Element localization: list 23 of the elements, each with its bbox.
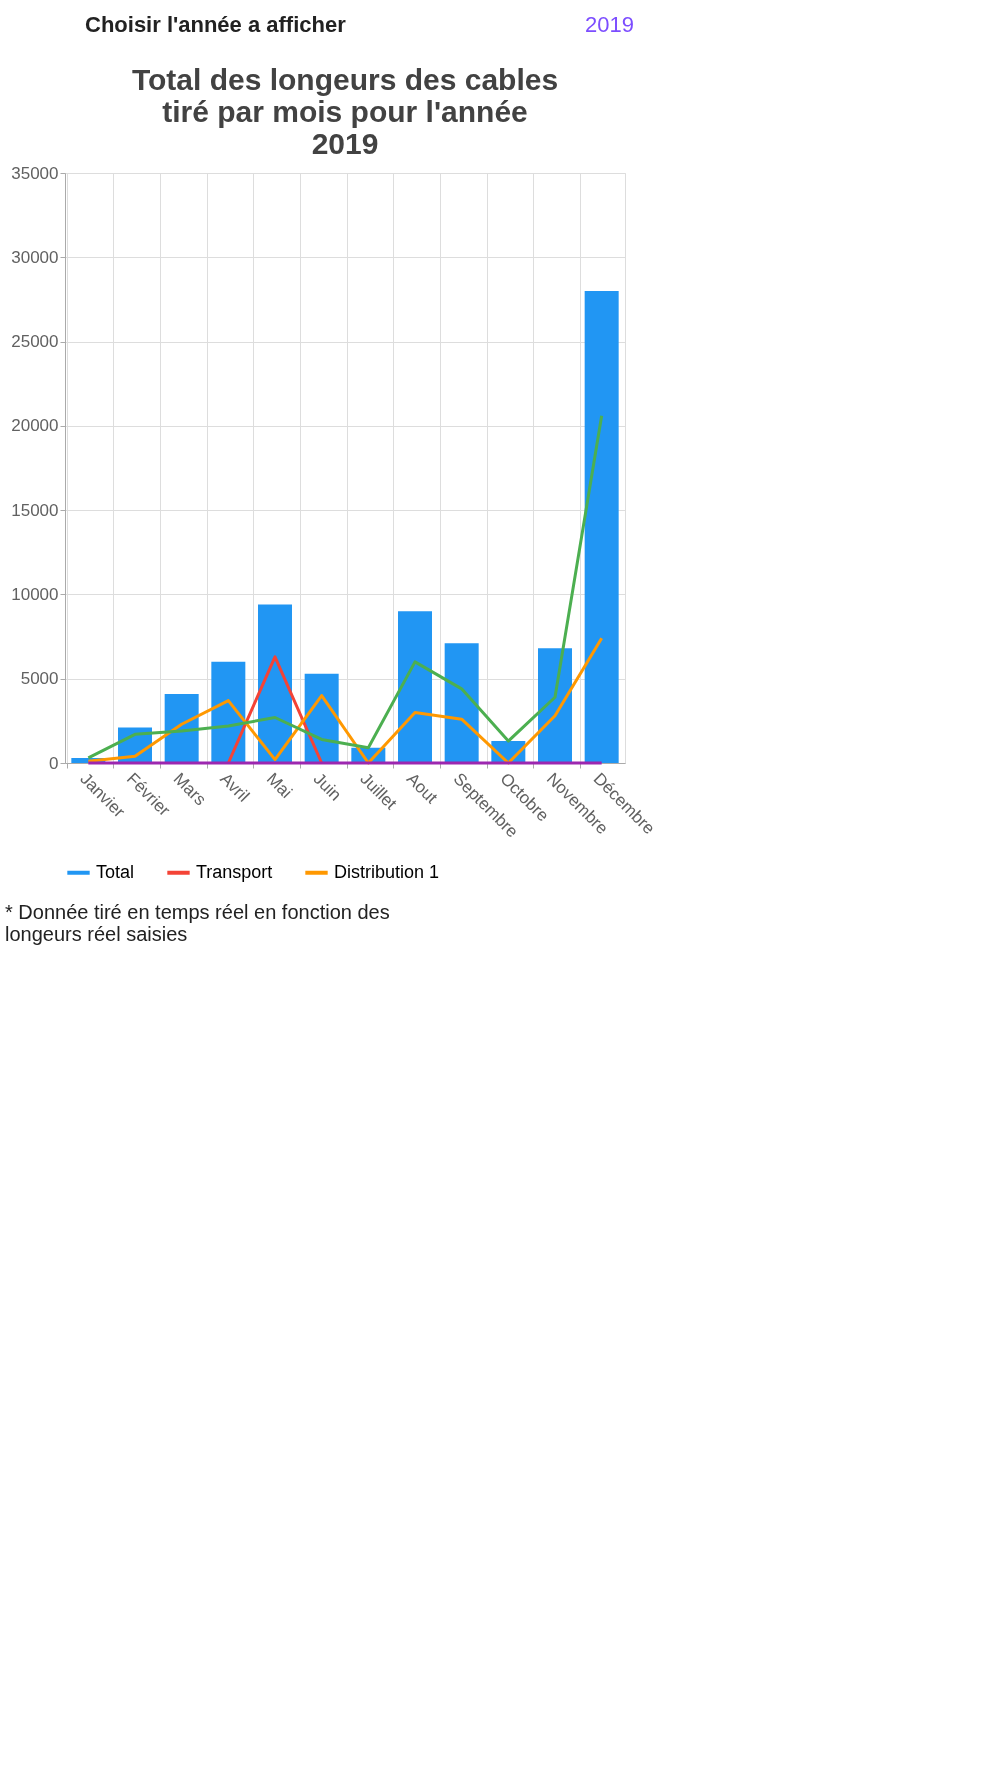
text: * Donnée tiré en temps réel en fonction des longeurs réel saisies — [5, 901, 390, 945]
legend-label: Transport — [196, 861, 273, 882]
y-tick-label: 25000 — [11, 332, 59, 352]
bar — [444, 643, 479, 763]
y-tick-label: 5000 — [20, 669, 59, 689]
y-tick-label: 0 — [49, 753, 59, 773]
y-tick-label: 20000 — [11, 416, 59, 436]
y-tick-label: 35000 — [11, 163, 59, 183]
y-tick-label: 10000 — [11, 584, 59, 604]
legend-label: Total — [96, 861, 135, 882]
bar — [398, 611, 432, 763]
text: 2019 — [585, 12, 634, 37]
text: Choisir l'année a afficher — [85, 12, 347, 37]
legend-label: Distribution 1 — [334, 861, 440, 882]
y-tick-label: 30000 — [11, 247, 59, 267]
x-tick-label: Mai — [262, 769, 296, 802]
line-series — [86, 414, 604, 760]
y-tick-label: 15000 — [11, 500, 59, 520]
x-tick-label: Juin — [309, 769, 346, 805]
bar — [584, 291, 619, 763]
line-series — [86, 636, 604, 765]
chart-title: Total des longeurs des cables tiré par mois pour l'année 2019 — [131, 63, 559, 160]
x-tick-label: Avril — [216, 769, 253, 806]
